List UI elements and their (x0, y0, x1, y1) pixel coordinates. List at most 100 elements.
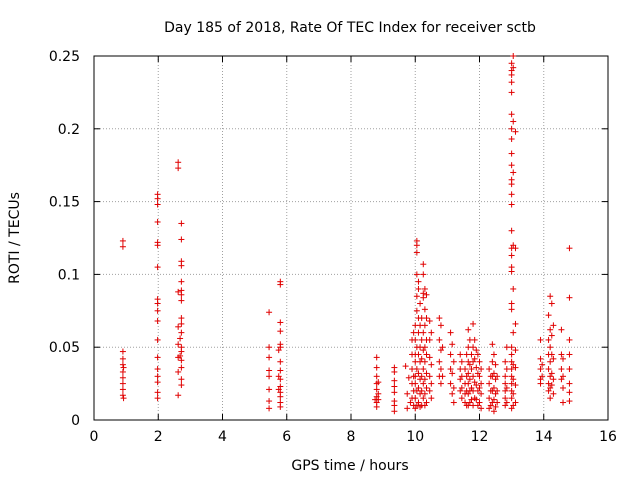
data-point (154, 300, 161, 307)
data-point (462, 366, 469, 373)
data-point (465, 370, 472, 377)
data-point (175, 368, 182, 375)
x-tick-label: 0 (90, 429, 99, 445)
data-point (120, 395, 127, 402)
data-point (512, 382, 519, 389)
data-point (423, 370, 430, 377)
data-point (402, 363, 409, 370)
data-point (277, 328, 284, 335)
y-tick-label: 0.1 (58, 267, 80, 283)
data-point (503, 399, 510, 406)
data-point (439, 373, 446, 380)
data-point (545, 366, 552, 373)
y-tick-label: 0.15 (49, 195, 80, 211)
data-point (177, 352, 184, 359)
data-point (548, 332, 555, 339)
data-point (266, 367, 273, 374)
data-point (473, 347, 480, 354)
data-point (420, 271, 427, 278)
data-point (478, 390, 485, 397)
data-point (277, 281, 284, 288)
data-point (437, 380, 444, 387)
data-point (466, 361, 473, 368)
data-point (494, 387, 501, 394)
data-point (548, 370, 555, 377)
data-point (391, 402, 398, 409)
data-point (537, 355, 544, 362)
data-point (508, 380, 515, 387)
x-tick-label: 16 (599, 429, 617, 445)
data-point (178, 291, 185, 298)
data-point (450, 399, 457, 406)
data-point (373, 373, 380, 380)
data-point (277, 367, 284, 374)
data-point (508, 395, 515, 402)
data-point (423, 399, 430, 406)
data-point (413, 293, 420, 300)
data-point (508, 135, 515, 142)
data-point (560, 355, 567, 362)
y-axis-label: ROTI / TECUs (7, 192, 23, 284)
data-point (436, 336, 443, 343)
data-point (154, 307, 161, 314)
data-point (503, 384, 510, 391)
data-point (494, 373, 501, 380)
y-tick-label: 0 (71, 413, 80, 429)
data-point (266, 309, 273, 316)
data-point (447, 351, 454, 358)
data-point (547, 293, 554, 300)
data-point (277, 393, 284, 400)
data-point (175, 323, 182, 330)
data-point (154, 395, 161, 402)
data-point (447, 380, 454, 387)
data-point (486, 366, 493, 373)
data-point (471, 355, 478, 362)
data-point (420, 380, 427, 387)
data-point (508, 366, 515, 373)
data-point (560, 384, 567, 391)
data-point (418, 355, 425, 362)
data-point (566, 366, 573, 373)
data-point (420, 395, 427, 402)
data-point (154, 336, 161, 343)
data-point (566, 398, 573, 405)
data-point (560, 373, 567, 380)
data-point (426, 387, 433, 394)
data-point (412, 373, 419, 380)
data-point (404, 390, 411, 397)
data-point (175, 165, 182, 172)
data-point (178, 278, 185, 285)
data-point (537, 380, 544, 387)
data-point (478, 380, 485, 387)
data-point (458, 358, 465, 365)
data-point (508, 300, 515, 307)
data-point (426, 373, 433, 380)
data-point (413, 249, 420, 256)
data-point (421, 285, 428, 292)
data-point (508, 181, 515, 188)
data-point (436, 315, 443, 322)
data-point (550, 355, 557, 362)
data-point (508, 351, 515, 358)
data-point (566, 389, 573, 396)
data-point (465, 380, 472, 387)
data-point (421, 376, 428, 383)
data-point (450, 384, 457, 391)
data-point (450, 358, 457, 365)
data-point (391, 368, 398, 375)
data-point (420, 366, 427, 373)
data-point (178, 320, 185, 327)
data-point (539, 361, 546, 368)
x-tick-label: 14 (535, 429, 553, 445)
data-point (476, 358, 483, 365)
data-point (473, 364, 480, 371)
data-point (508, 162, 515, 169)
data-point (154, 366, 161, 373)
x-tick-label: 12 (471, 429, 489, 445)
x-tick-label: 4 (218, 429, 227, 445)
data-point (566, 245, 573, 252)
data-point (413, 271, 420, 278)
data-point (466, 376, 473, 383)
data-point (449, 341, 456, 348)
data-point (375, 379, 382, 386)
